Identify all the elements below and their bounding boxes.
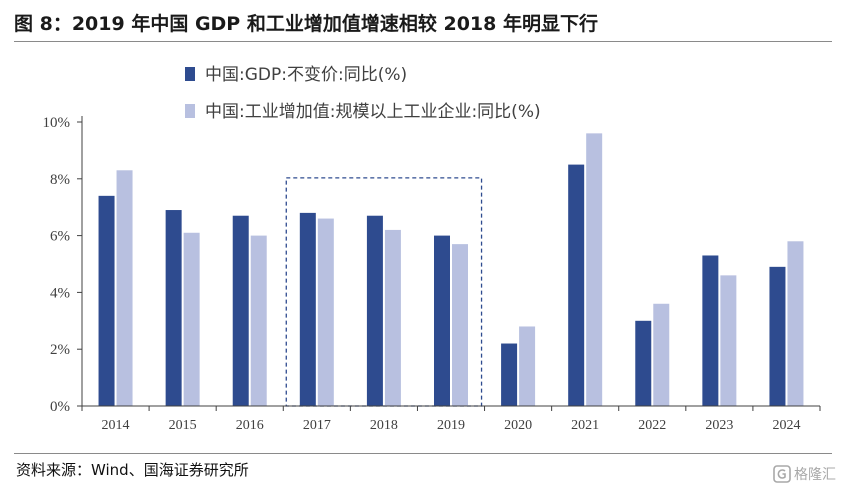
y-tick-label: 6%	[50, 229, 70, 245]
legend-label: 中国:GDP:不变价:同比(%)	[205, 65, 407, 85]
x-tick-label: 2024	[772, 418, 800, 433]
bars-layer	[98, 133, 804, 407]
top-divider	[14, 41, 832, 42]
x-tick-label: 2022	[638, 418, 666, 433]
bar-gdp	[165, 210, 182, 406]
bar-industry	[384, 229, 401, 406]
bar-gdp	[568, 164, 585, 406]
source-note: 资料来源：Wind、国海证券研究所	[16, 461, 249, 479]
x-tick-label: 2017	[303, 418, 331, 433]
x-tick-label: 2015	[169, 418, 197, 433]
bar-industry	[116, 170, 133, 406]
bar-gdp	[434, 235, 450, 406]
bar-industry	[250, 235, 267, 406]
y-tick-label: 4%	[50, 285, 70, 301]
axes-layer: 0% 2% 4% 6% 8% 10% 2014 2015 2016 2017 2018 2019 202…	[43, 115, 821, 433]
bar-gdp	[501, 343, 518, 406]
y-tick-label: 10%	[43, 115, 71, 131]
x-tick-label: 2023	[705, 418, 733, 433]
bar-industry	[183, 232, 200, 406]
bar-industry	[452, 244, 468, 406]
bar-industry	[519, 326, 536, 406]
watermark: 格隆汇	[773, 464, 836, 484]
bar-industry	[317, 218, 334, 406]
bar-gdp	[98, 195, 115, 406]
y-tick-label: 0%	[50, 399, 70, 415]
bar-gdp	[299, 212, 316, 406]
legend-swatch	[185, 67, 195, 81]
legend: 中国:GDP:不变价:同比(%) 中国:工业增加值:规模以上工业企业:同比(%)	[185, 65, 541, 122]
x-tick-label: 2014	[102, 418, 130, 433]
x-tick-label: 2021	[571, 418, 599, 433]
legend-swatch	[185, 104, 195, 118]
bar-gdp	[769, 266, 786, 406]
watermark-logo-icon	[773, 465, 791, 483]
watermark-text: 格隆汇	[794, 467, 836, 483]
bar-industry	[653, 303, 670, 406]
bottom-divider	[14, 453, 832, 454]
bar-gdp	[635, 320, 652, 406]
chart-title: 图 8：2019 年中国 GDP 和工业增加值增速相较 2018 年明显下行	[14, 13, 598, 35]
x-tick-label: 2016	[236, 418, 264, 433]
bar-industry	[586, 133, 603, 407]
y-tick-label: 8%	[50, 172, 70, 188]
bar-gdp	[232, 215, 249, 406]
legend-label: 中国:工业增加值:规模以上工业企业:同比(%)	[205, 102, 541, 122]
bar-gdp	[366, 215, 383, 406]
x-tick-label: 2020	[504, 418, 532, 433]
y-tick-label: 2%	[50, 342, 70, 358]
bar-industry	[720, 275, 737, 406]
bar-gdp	[702, 255, 719, 406]
x-tick-label: 2019	[437, 418, 465, 433]
x-tick-label: 2018	[370, 418, 398, 433]
bar-industry	[787, 241, 804, 406]
